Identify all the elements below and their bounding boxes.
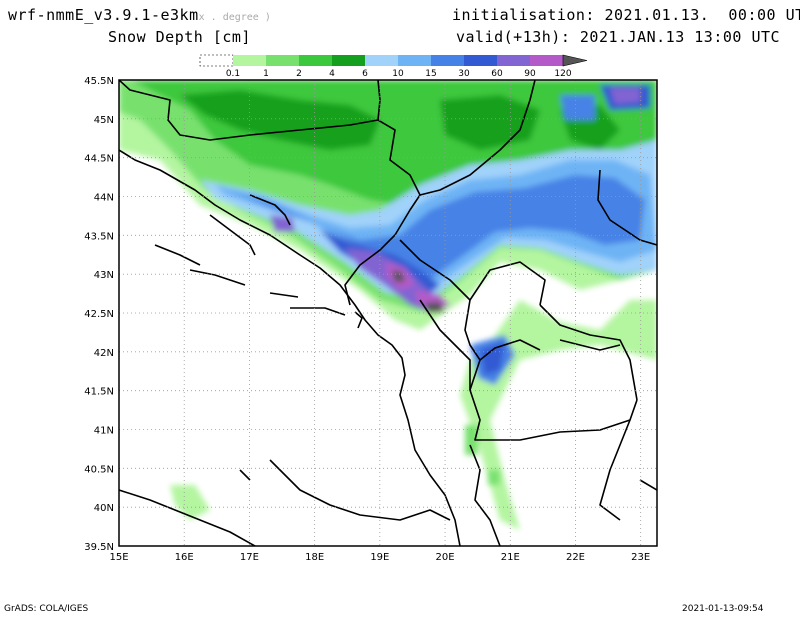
legend-box <box>332 55 365 66</box>
legend-label: 4 <box>329 69 335 79</box>
latitude-tick-label: 41.5N <box>84 387 114 398</box>
legend-label: 10 <box>392 69 404 79</box>
legend-arrow <box>562 54 588 67</box>
legend-label: 2 <box>296 69 302 79</box>
init-time: initialisation: 2021.01.13. 00:00 UTC <box>452 6 800 24</box>
legend-box <box>233 55 266 66</box>
legend-label: 60 <box>491 69 503 79</box>
latitude-tick-label: 41N <box>94 426 114 437</box>
legend-box <box>199 54 234 67</box>
legend-box <box>398 55 431 66</box>
longitude-tick-label: 17E <box>240 552 259 563</box>
legend-label: 0.1 <box>226 69 240 79</box>
latitude-tick-label: 43N <box>94 270 114 281</box>
legend-label: 120 <box>554 69 571 79</box>
latitude-tick-label: 44.5N <box>84 154 114 165</box>
longitude-labels: 15E 16E 17E 18E 19E 20E 21E 22E 23E <box>109 552 650 563</box>
legend-label: 90 <box>524 69 536 79</box>
latitude-tick-label: 40.5N <box>84 464 114 475</box>
longitude-tick-label: 21E <box>501 552 520 563</box>
latitude-tick-label: 44N <box>94 193 114 204</box>
longitude-tick-label: 20E <box>436 552 455 563</box>
latitude-labels: 45.5N 45N 44.5N 44N 43.5N 43N 42.5N 42N 41.5N 41N… <box>84 76 114 553</box>
longitude-tick-label: 23E <box>631 552 650 563</box>
footer-software: GrADS: COLA/IGES <box>4 604 89 614</box>
latitude-tick-label: 43.5N <box>84 231 114 242</box>
coastlines-borders <box>119 80 657 546</box>
longitude-tick-label: 16E <box>175 552 194 563</box>
legend-box <box>464 55 497 66</box>
snow-depth-map: 15E 16E 17E 18E 19E 20E 21E 22E 23E 45.5N 45N 44.5… <box>84 76 658 563</box>
legend-label: 1 <box>263 69 269 79</box>
valid-time: valid(+13h): 2021.JAN.13 13:00 UTC <box>456 28 781 46</box>
footer-timestamp: 2021-01-13-09:54 <box>682 604 764 614</box>
longitude-tick-label: 18E <box>305 552 324 563</box>
map-frame <box>118 79 658 547</box>
lat-lon-grid <box>119 80 657 546</box>
legend-box <box>365 55 398 66</box>
projection-note: x . degree ) <box>198 12 271 23</box>
legend-label: 6 <box>362 69 368 79</box>
longitude-tick-label: 19E <box>370 552 389 563</box>
model-title: wrf-nmmE_v3.9.1-e3kmx . degree ) <box>8 6 271 24</box>
legend-box <box>299 55 332 66</box>
legend-box <box>431 55 464 66</box>
legend-label: 15 <box>425 69 436 79</box>
latitude-tick-label: 45N <box>94 115 114 126</box>
longitude-tick-label: 22E <box>566 552 585 563</box>
field-title: Snow Depth [cm] <box>108 28 251 46</box>
latitude-tick-label: 42N <box>94 348 114 359</box>
color-legend: 0.1 1 2 4 6 10 15 30 60 90 120 <box>199 54 588 79</box>
legend-box <box>266 55 299 66</box>
legend-box <box>530 55 563 66</box>
latitude-tick-label: 39.5N <box>84 542 114 553</box>
latitude-tick-label: 42.5N <box>84 309 114 320</box>
latitude-tick-label: 40N <box>94 503 114 514</box>
latitude-tick-label: 45.5N <box>84 76 114 87</box>
legend-box <box>497 55 530 66</box>
longitude-tick-label: 15E <box>109 552 128 563</box>
legend-label: 30 <box>458 69 470 79</box>
